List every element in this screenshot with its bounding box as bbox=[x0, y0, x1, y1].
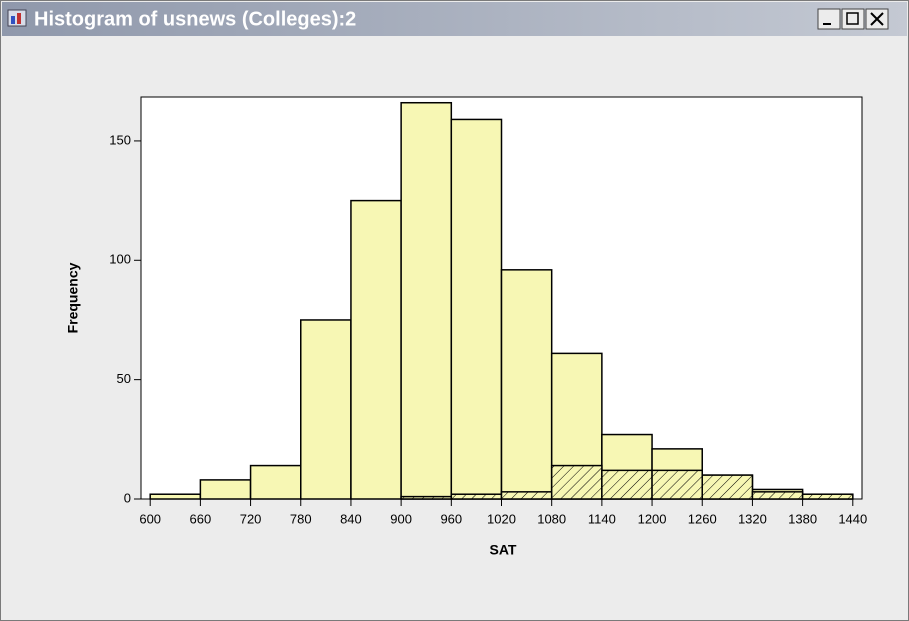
x-tick-label: 1080 bbox=[537, 511, 566, 526]
x-tick-label: 780 bbox=[290, 511, 312, 526]
selected-bar bbox=[801, 493, 854, 500]
minimize-button[interactable] bbox=[817, 8, 841, 30]
selected-bar bbox=[450, 493, 503, 500]
x-tick-label: 840 bbox=[340, 511, 362, 526]
x-tick-label: 1440 bbox=[838, 511, 867, 526]
window-icon-bar bbox=[17, 13, 21, 24]
maximize-button[interactable] bbox=[841, 8, 865, 30]
y-tick-label: 100 bbox=[109, 252, 131, 267]
window-buttons[interactable] bbox=[817, 8, 889, 30]
y-tick-label: 150 bbox=[109, 132, 131, 147]
x-tick-label: 1260 bbox=[688, 511, 717, 526]
selected-bar bbox=[651, 469, 703, 500]
x-tick-label: 1320 bbox=[738, 511, 767, 526]
close-icon bbox=[870, 12, 884, 26]
x-tick-label: 1140 bbox=[588, 511, 616, 526]
x-tick-label: 600 bbox=[139, 511, 161, 526]
selected-bar bbox=[500, 491, 553, 500]
selected-bar bbox=[550, 464, 603, 500]
bar bbox=[300, 319, 352, 500]
bar bbox=[400, 101, 453, 500]
selected-bar bbox=[701, 474, 754, 500]
bar bbox=[249, 464, 302, 500]
window-icon-bar bbox=[11, 16, 15, 24]
x-tick-label: 1200 bbox=[638, 511, 667, 526]
x-tick-label: 1380 bbox=[788, 511, 817, 526]
bar bbox=[450, 118, 503, 500]
selected-bar bbox=[601, 469, 653, 500]
x-tick-label: 660 bbox=[190, 511, 212, 526]
x-tick-label: 1020 bbox=[487, 511, 516, 526]
x-tick-label: 900 bbox=[390, 511, 412, 526]
window-title: Histogram of usnews (Colleges):2 bbox=[34, 8, 356, 30]
x-tick-label: 720 bbox=[240, 511, 262, 526]
selected-bar bbox=[400, 495, 453, 500]
y-tick-label: 0 bbox=[124, 490, 131, 505]
bar bbox=[350, 199, 402, 500]
bar bbox=[500, 269, 553, 500]
y-axis-label: Frequency bbox=[65, 262, 81, 333]
selected-bar bbox=[751, 491, 804, 500]
y-tick-label: 50 bbox=[117, 371, 131, 386]
bar bbox=[149, 493, 202, 500]
x-tick-label: 960 bbox=[440, 511, 462, 526]
maximize-icon bbox=[846, 12, 859, 25]
bar bbox=[199, 479, 252, 500]
x-axis-label: SAT bbox=[490, 542, 517, 558]
title-bar bbox=[2, 2, 907, 36]
